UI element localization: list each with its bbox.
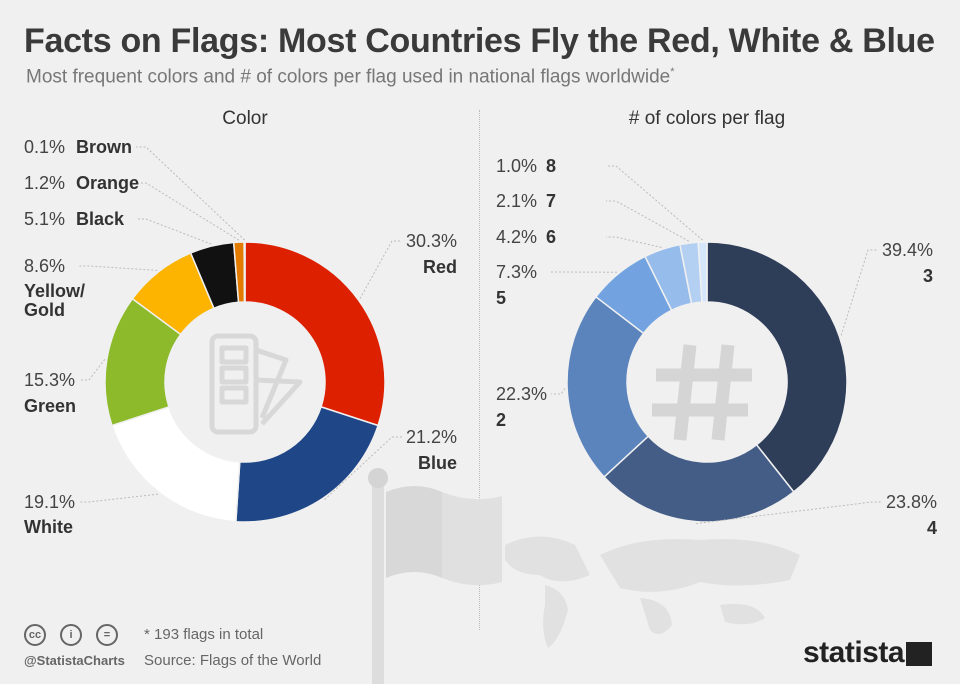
chart-1-title: # of colors per flag [629, 108, 785, 129]
category-label-black: Black [76, 209, 125, 229]
leader-line-red [359, 240, 402, 299]
slice-8 [697, 241, 708, 303]
footnote: * 193 flags in total [144, 626, 264, 643]
value-label-orange: 1.2% [24, 173, 65, 193]
category-label-green: Green [24, 396, 76, 416]
value-label-3: 39.4% [882, 240, 933, 260]
leader-line-white [79, 493, 158, 503]
category-label-8: 8 [546, 156, 556, 176]
source-note: Source: Flags of the World [144, 652, 322, 669]
chart-color: Color 30.3% Red 21.2% Blue 19.1% White 15.3% Gre… [24, 108, 457, 537]
category-label-7: 7 [546, 191, 556, 211]
leader-line-green [79, 359, 106, 381]
value-label-2: 22.3% [496, 384, 547, 404]
hash-icon [652, 344, 752, 441]
nd-icon: = [96, 624, 118, 646]
value-label-6: 4.2% [496, 227, 537, 247]
subtitle-text: Most frequent colors and # of colors per… [26, 66, 671, 88]
slice-4 [603, 435, 795, 523]
value-label-brown: 0.1% [24, 137, 65, 157]
by-icon: i [60, 624, 82, 646]
world-map-decoration [505, 536, 800, 648]
slice-white [110, 405, 241, 523]
leader-line-6 [606, 236, 662, 248]
leader-line-yellow-gold [79, 265, 158, 271]
value-label-7: 2.1% [496, 191, 537, 211]
category-label-yellow-gold-line2: Gold [24, 300, 65, 320]
category-label-6: 6 [546, 227, 556, 247]
chart-title: Facts on Flags: Most Countries Fly the R… [24, 22, 935, 60]
leader-line-brown [136, 146, 245, 241]
leader-line-4 [695, 501, 882, 525]
value-label-black: 5.1% [24, 209, 65, 229]
value-label-green: 15.3% [24, 370, 75, 390]
leader-line-3 [840, 249, 878, 336]
category-label-white: White [24, 517, 73, 537]
value-label-blue: 21.2% [406, 427, 457, 447]
slice-brown [243, 241, 246, 303]
flag-decoration [368, 468, 502, 684]
value-label-5: 7.3% [496, 262, 537, 282]
statista-logo-mark [906, 642, 932, 666]
value-label-8: 1.0% [496, 156, 537, 176]
chart-colors-per-flag: # of colors per flag 39.4% 3 23.8% 4 22.3% 2 7.… [496, 108, 937, 538]
leader-line-8 [606, 165, 703, 241]
cc-icon: cc [24, 624, 46, 646]
category-label-brown: Brown [76, 137, 132, 157]
panel-divider [479, 110, 480, 630]
leader-line-blue [324, 436, 402, 500]
leader-line-7 [606, 200, 690, 242]
subtitle-footnote-mark: * [670, 66, 675, 78]
category-label-orange: Orange [76, 173, 139, 193]
category-label-5: 5 [496, 288, 506, 308]
leader-line-orange [136, 182, 240, 241]
slice-red [244, 241, 386, 427]
slice-3 [706, 241, 848, 493]
twitter-handle: @StatistaCharts [24, 653, 125, 668]
value-label-red: 30.3% [406, 231, 457, 251]
category-label-4: 4 [927, 518, 937, 538]
swatch-icon [209, 333, 303, 435]
value-label-4: 23.8% [886, 492, 937, 512]
category-label-yellow-gold: Yellow/ [24, 281, 85, 301]
category-label-red: Red [423, 257, 457, 277]
chart-subtitle: Most frequent colors and # of colors per… [26, 66, 675, 88]
category-label-blue: Blue [418, 453, 457, 473]
value-label-yellow-gold: 8.6% [24, 256, 65, 276]
leader-line-black [136, 218, 212, 245]
value-label-white: 19.1% [24, 492, 75, 512]
statista-logo: statista [803, 636, 905, 669]
category-label-3: 3 [923, 266, 933, 286]
chart-0-title: Color [222, 108, 268, 129]
category-label-2: 2 [496, 410, 506, 430]
leader-line-2 [551, 388, 566, 395]
